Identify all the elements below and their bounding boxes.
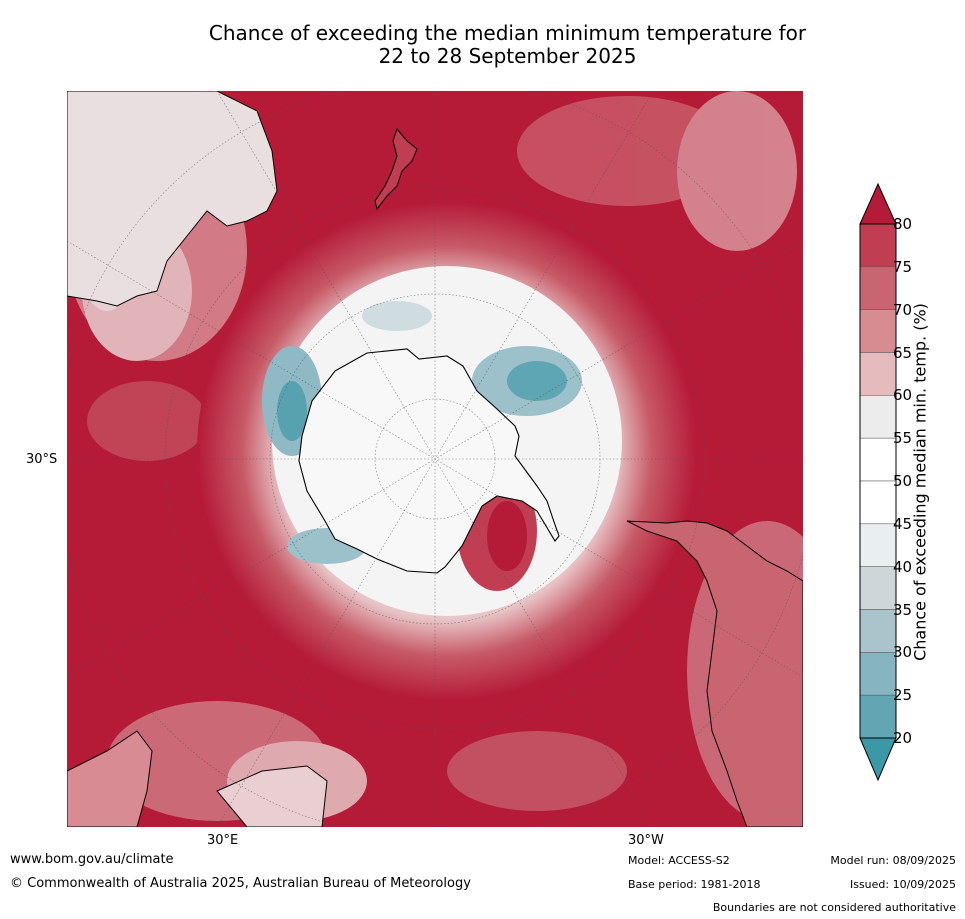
colorbar-band [859,266,897,310]
colorbar-tick-label: 25 [893,686,913,705]
colorbar-tick-label: 75 [893,257,913,276]
colorbar-band [859,395,897,439]
colorbar-band [859,609,897,653]
colorbar-title: Chance of exceeding median min. temp. (%… [910,303,930,661]
colorbar-band [859,309,897,353]
colorbar-band [859,437,897,482]
disclaimer-text: Boundaries are not considered authoritat… [712,901,956,914]
colorbar-tick-label: 65 [893,343,913,362]
south-america-coastline [626,520,803,827]
colorbar-band [859,523,897,567]
australia-coastline [67,91,278,307]
chart-title: Chance of exceeding the median minimum t… [208,21,807,68]
colorbar-band [859,652,897,696]
colorbar-tick-label: 35 [893,600,913,619]
base-period-text: Base period: 1981-2018 [628,878,761,891]
new-zealand-coastline [374,127,418,211]
colorbar-tick-label: 60 [893,386,913,405]
colorbar-tick-label: 30 [893,643,913,662]
africa-coastline [67,730,153,827]
issued-text: Issued: 10/09/2025 [849,878,956,891]
colorbar-band [859,223,897,268]
model-text: Model: ACCESS-S2 [628,854,730,867]
colorbar-lower-arrow [859,737,897,782]
colorbar-frame [859,223,897,739]
map-panel [67,91,803,827]
colorbar-bands [859,223,897,739]
colorbar-upper-arrow [859,182,897,225]
colorbar-tick-label: 70 [893,300,913,319]
website-link[interactable]: www.bom.gov.au/climate [10,852,174,867]
colorbar-tick-label: 55 [893,429,913,448]
madagascar-coastline [216,765,328,827]
longitude-label-30e: 30°E [207,833,239,848]
colorbar-band [859,566,897,610]
colorbar-tick-label: 50 [893,472,913,490]
colorbar-band [859,694,897,739]
antarctica-coastline [298,348,560,574]
colorbar-band [859,480,897,525]
colorbar [859,182,897,782]
latitude-label: 30°S [26,452,58,467]
graticule [67,91,803,827]
model-run-text: Model run: 08/09/2025 [830,854,956,867]
copyright-text: © Commonwealth of Australia 2025, Austra… [10,876,471,891]
colorbar-band [859,352,897,396]
longitude-label-30w: 30°W [628,833,664,848]
polar-map [67,91,803,827]
colorbar-tick-label: 80 [893,215,913,233]
colorbar-tick-label: 45 [893,514,913,533]
colorbar-tick-label: 20 [893,729,913,747]
colorbar-tick-label: 40 [893,557,913,576]
